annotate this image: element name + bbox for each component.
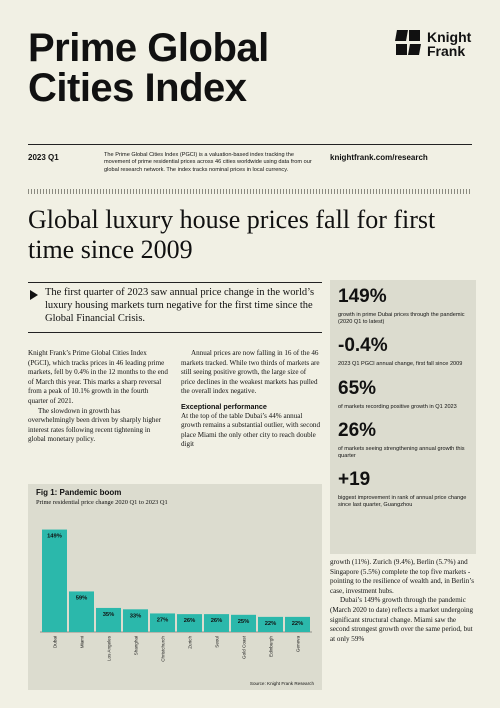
research-website-link[interactable]: knightfrank.com/research (330, 153, 428, 162)
stat-description: biggest improvement in rank of annual pr… (338, 495, 467, 509)
chart-tick-label: Shanghai (134, 636, 139, 655)
chart-data-label: 59% (76, 595, 88, 601)
title-line-1: Prime Global (28, 26, 269, 70)
logo-text: Knight Frank (427, 29, 472, 59)
stat-value: 65% (338, 377, 377, 399)
chart-title: Fig 1: Pandemic boom (36, 488, 122, 497)
body-paragraph: Annual prices are now falling in 16 of t… (181, 349, 320, 396)
knight-frank-logo: Knight Frank (395, 29, 472, 59)
chart-bar-zurich (177, 614, 202, 632)
lead-top-rule (28, 282, 322, 283)
chart-bar-edinburgh (258, 616, 283, 632)
stat-description: of markets recording positive growth in … (338, 403, 457, 410)
title-line-2: Cities Index (28, 66, 247, 110)
chart-tick-label: Seoul (215, 636, 220, 648)
stat-item: 65% of markets recording positive growth… (338, 378, 468, 411)
stat-item: -0.4% 2023 Q1 PGCI annual change, first … (338, 335, 468, 368)
header-divider (28, 144, 472, 145)
chart-bar-seoul (204, 614, 229, 632)
chart-bar-los-angeles (96, 607, 121, 632)
hatch-divider (28, 189, 472, 194)
lead-paragraph: The first quarter of 2023 saw annual pri… (45, 287, 315, 324)
body-column-2: Annual prices are now falling in 16 of t… (181, 349, 321, 450)
quarter-label: 2023 Q1 (28, 153, 59, 162)
chart-tick-label: Christchurch (161, 636, 166, 662)
logo-mark-icon (395, 30, 422, 56)
body-paragraph: The slowdown in growth has overwhelmingl… (28, 406, 161, 444)
chart-data-label: 26% (211, 618, 223, 624)
chart-tick-label: Zurich (188, 636, 193, 649)
stat-value: +19 (338, 469, 371, 491)
body-paragraph: growth (11%). Zurich (9.4%), Berlin (5.7… (330, 558, 475, 595)
chart-bar-miami (69, 591, 94, 632)
stat-item: 26% of markets seeing strengthening annu… (338, 420, 468, 460)
chart-data-label: 149% (47, 534, 62, 540)
chart-bar-christchurch (150, 613, 175, 632)
chart-bar-gold-coast (231, 614, 256, 632)
chart-bar-dubai (42, 529, 67, 632)
chart-tick-label: Dubai (53, 636, 58, 648)
chart-tick-label: Geneva (296, 636, 301, 653)
section-heading: Exceptional performance (181, 401, 267, 411)
index-description: The Prime Global Cities Index (PGCI) is … (104, 152, 312, 173)
chart-tick-label: Edinburgh (269, 636, 274, 657)
stat-value: 149% (338, 286, 387, 307)
body-column-1: Knight Frank’s Prime Global Cities Index… (28, 349, 168, 445)
headline: Global luxury house prices fall for firs… (28, 205, 436, 264)
chart-data-label: 33% (130, 613, 142, 619)
stat-value: 26% (338, 419, 377, 441)
triangle-bullet-icon (30, 290, 38, 300)
body-paragraph: Dubai’s 149% growth through the pandemic… (330, 596, 474, 643)
body-paragraph: At the top of the table Dubai’s 44% annu… (181, 411, 320, 449)
chart-plot: 149% Dubai 59% Miami 35% Los Angeles 33% Shangh… (40, 529, 312, 662)
chart-data-label: 22% (265, 621, 277, 627)
lead-bottom-rule (28, 332, 322, 333)
chart-data-label: 27% (157, 617, 169, 623)
key-stats-panel: 149% growth in prime Dubai prices throug… (330, 280, 476, 554)
stat-description: of markets seeing strengthening annual g… (338, 445, 465, 460)
chart-subtitle: Prime residential price change 2020 Q1 t… (36, 499, 168, 506)
chart-source: Source: Knight Frank Research (249, 681, 314, 686)
chart-data-label: 35% (103, 612, 115, 618)
chart-bar-shanghai (123, 609, 148, 632)
chart-data-label: 22% (292, 621, 304, 627)
pandemic-boom-chart: Fig 1: Pandemic boom Prime residential p… (28, 484, 322, 690)
body-paragraph: Knight Frank’s Prime Global Cities Index… (28, 349, 168, 405)
chart-data-label: 25% (238, 619, 250, 625)
chart-tick-label: Los Angeles (107, 635, 112, 661)
stat-description: 2023 Q1 PGCI annual change, first fall s… (338, 361, 463, 368)
stat-value: -0.4% (338, 335, 388, 357)
page-title: Prime Global Cities Index (28, 28, 269, 108)
body-column-3: growth (11%). Zurich (9.4%), Berlin (5.7… (330, 558, 474, 644)
stat-item: +19 biggest improvement in rank of annua… (338, 469, 468, 509)
chart-tick-label: Miami (80, 636, 85, 648)
chart-tick-label: Gold Coast (242, 635, 247, 659)
stat-description: growth in prime Dubai prices through the… (338, 312, 465, 326)
chart-data-label: 26% (184, 618, 196, 624)
stat-item: 149% growth in prime Dubai prices throug… (338, 286, 468, 326)
chart-bar-geneva (285, 616, 310, 632)
